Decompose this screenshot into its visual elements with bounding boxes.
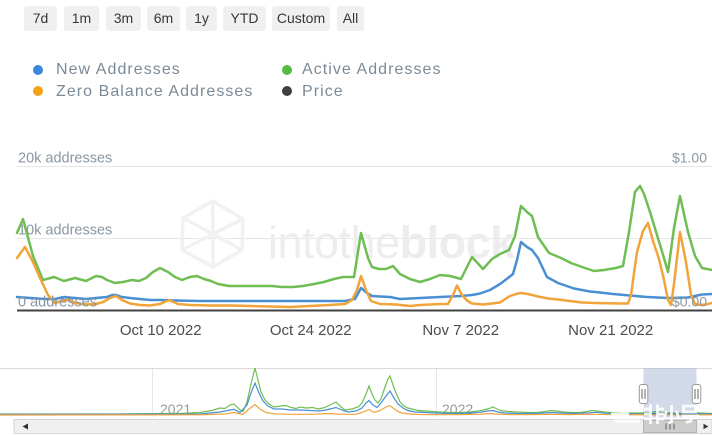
svg-text:10k addresses: 10k addresses (18, 223, 112, 239)
svg-text:Nov 21 2022: Nov 21 2022 (568, 322, 653, 339)
svg-text:20k addresses: 20k addresses (18, 151, 112, 167)
svg-text:Oct 24 2022: Oct 24 2022 (270, 322, 352, 339)
svg-text:Nov 7 2022: Nov 7 2022 (422, 322, 499, 339)
svg-text:$1.00: $1.00 (672, 150, 707, 166)
svg-text:intotheblock: intotheblock (268, 217, 516, 268)
svg-text:Oct 10 2022: Oct 10 2022 (120, 322, 202, 339)
svg-text:$0.00: $0.00 (672, 294, 707, 310)
svg-text:0 addresses: 0 addresses (18, 295, 97, 311)
